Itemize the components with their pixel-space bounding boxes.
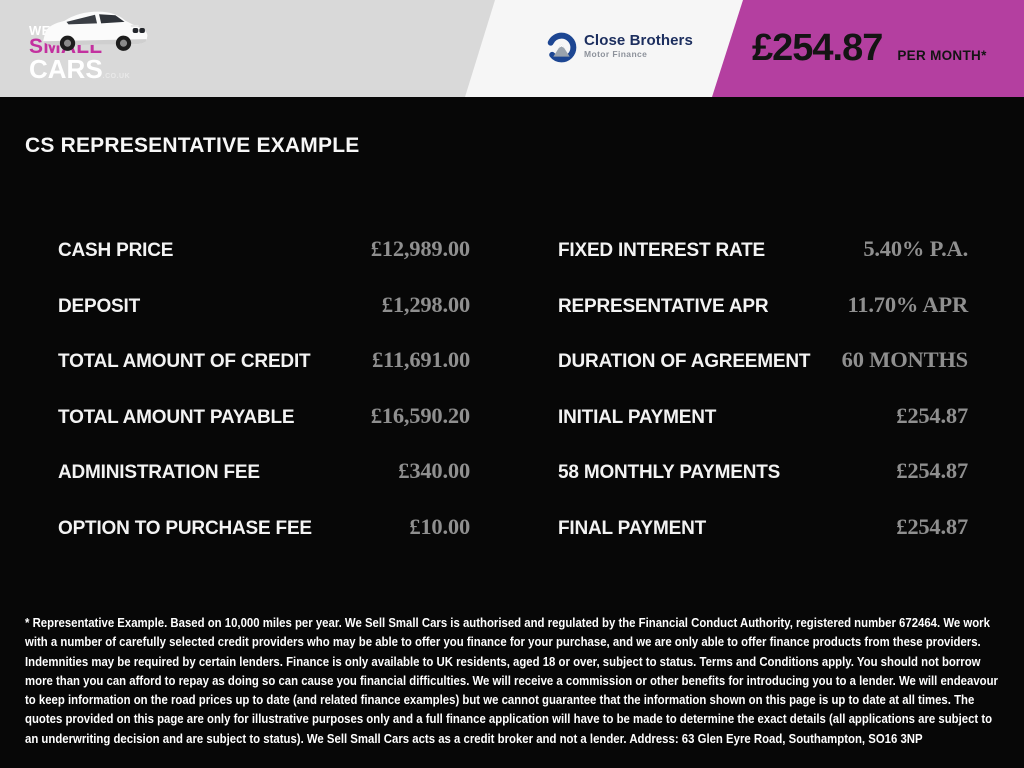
row-value: £1,298.00 <box>381 291 470 317</box>
row-label: INITIAL PAYMENT <box>558 406 717 428</box>
row-label: TOTAL AMOUNT PAYABLE <box>58 406 295 428</box>
lender-name: Close Brothers <box>584 32 693 49</box>
row-value: £254.87 <box>896 458 968 483</box>
finance-table-left-column: CASH PRICE £12,989.00 DEPOSIT £1,298.00 … <box>58 236 470 539</box>
finance-table-right-column: FIXED INTEREST RATE 5.40% P.A. REPRESENT… <box>558 236 968 539</box>
table-row: TOTAL AMOUNT PAYABLE £16,590.20 <box>58 403 470 428</box>
lender-subtitle: Motor Finance <box>584 49 648 59</box>
price-wrap: £254.87 PER MONTH* <box>712 27 987 70</box>
row-value: £254.87 <box>896 402 968 428</box>
table-row: OPTION TO PURCHASE FEE £10.00 <box>58 514 470 539</box>
table-row: CASH PRICE £12,989.00 <box>58 236 470 261</box>
price-banner: £254.87 PER MONTH* <box>712 0 1024 97</box>
close-brothers-icon <box>546 32 577 63</box>
row-value: 11.70% APR <box>847 291 968 317</box>
row-value: £340.00 <box>398 458 470 483</box>
row-value: £11,691.00 <box>371 347 470 372</box>
row-label: TOTAL AMOUNT OF CREDIT <box>58 351 311 372</box>
disclaimer-text: * Representative Example. Based on 10,00… <box>25 615 998 746</box>
table-row: ADMINISTRATION FEE £340.00 <box>58 458 470 483</box>
car-image <box>43 11 148 51</box>
table-row: DURATION OF AGREEMENT 60 MONTHS <box>558 347 968 372</box>
monthly-price-caption: PER MONTH* <box>897 48 987 63</box>
row-label: REPRESENTATIVE APR <box>558 295 769 317</box>
row-label: FINAL PAYMENT <box>558 517 707 539</box>
row-value: £12,989.00 <box>370 236 470 261</box>
lender-text: Close Brothers Motor Finance <box>584 32 693 59</box>
table-row: INITIAL PAYMENT £254.87 <box>558 403 968 428</box>
row-value: £16,590.20 <box>370 402 470 428</box>
row-value: £10.00 <box>409 513 470 539</box>
header-gray-segment: WE SELL SMALL CARS.CO.UK <box>0 0 495 97</box>
row-value: 5.40% P.A. <box>863 236 968 261</box>
table-row: DEPOSIT £1,298.00 <box>58 292 470 317</box>
table-row: REPRESENTATIVE APR 11.70% APR <box>558 292 968 317</box>
table-row: 58 MONTHLY PAYMENTS £254.87 <box>558 458 968 483</box>
row-label: ADMINISTRATION FEE <box>58 462 260 483</box>
dealer-logo-suffix: .CO.UK <box>102 73 131 80</box>
dealer-logo-line3: CARS.CO.UK <box>29 54 131 84</box>
table-row: TOTAL AMOUNT OF CREDIT £11,691.00 <box>58 347 470 372</box>
table-row: FIXED INTEREST RATE 5.40% P.A. <box>558 236 968 261</box>
row-label: FIXED INTEREST RATE <box>558 240 765 261</box>
table-row: FINAL PAYMENT £254.87 <box>558 514 968 539</box>
row-value: £254.87 <box>896 513 968 539</box>
monthly-price: £254.87 <box>752 27 883 69</box>
lender-logo[interactable]: Close Brothers Motor Finance <box>546 32 693 63</box>
row-label: DURATION OF AGREEMENT <box>558 351 811 372</box>
row-label: CASH PRICE <box>58 240 174 261</box>
row-label: DEPOSIT <box>58 295 141 317</box>
finance-table: CASH PRICE £12,989.00 DEPOSIT £1,298.00 … <box>58 236 968 539</box>
header-bar: WE SELL SMALL CARS.CO.UK <box>0 0 1024 97</box>
page-title: CS REPRESENTATIVE EXAMPLE <box>25 134 360 157</box>
row-label: 58 MONTHLY PAYMENTS <box>558 462 781 483</box>
row-label: OPTION TO PURCHASE FEE <box>58 517 312 539</box>
row-value: 60 MONTHS <box>841 347 969 372</box>
